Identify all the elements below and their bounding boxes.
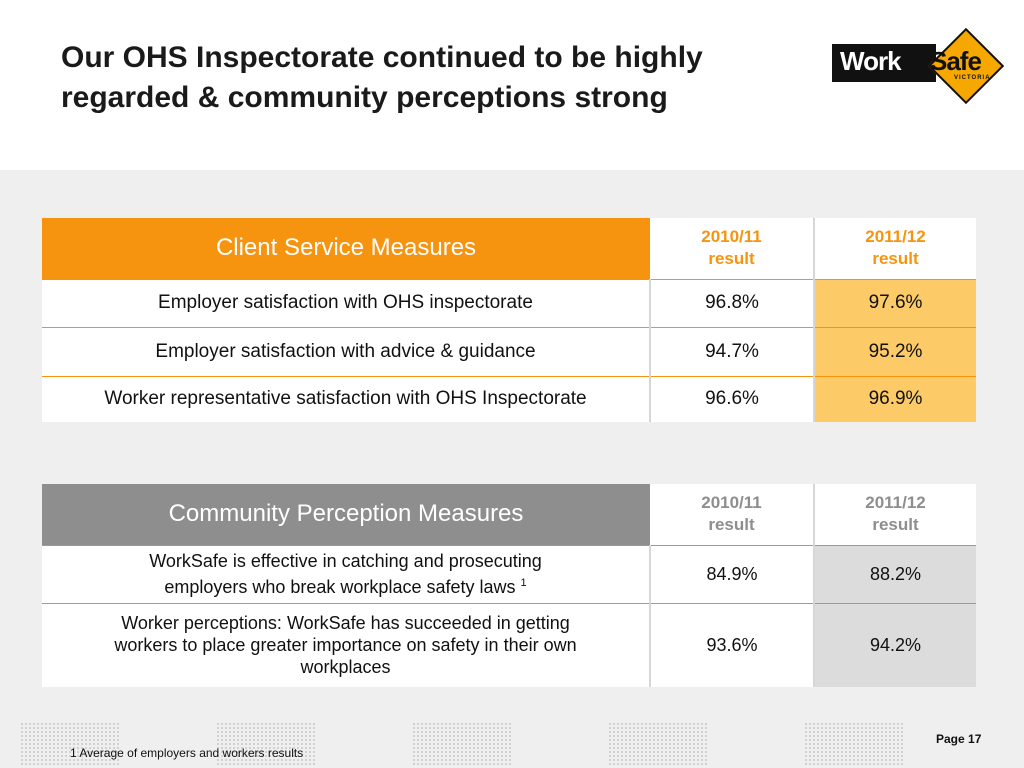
decorative-dots — [20, 722, 120, 766]
row-label: Worker representative satisfaction with … — [42, 375, 650, 422]
table-row: WorkSafe is effective in catching and pr… — [42, 544, 976, 603]
client-service-table: Client Service Measures 2010/11 result 2… — [42, 218, 976, 422]
slide-title: Our OHS Inspectorate continued to be hig… — [61, 38, 821, 118]
row-label: WorkSafe is effective in catching and pr… — [42, 544, 650, 603]
worksafe-logo: Work Safe VICTORIA — [830, 28, 1000, 100]
row-label: Employer satisfaction with OHS inspector… — [42, 278, 650, 327]
value-2011: 96.9% — [813, 375, 976, 422]
value-2011: 94.2% — [813, 602, 976, 687]
value-2010: 96.6% — [649, 375, 814, 422]
community-col-2010-header: 2010/11 result — [650, 484, 814, 545]
value-2010: 84.9% — [649, 544, 814, 603]
decorative-dots — [412, 722, 512, 766]
value-2010: 96.8% — [649, 278, 814, 327]
community-table-header: Community Perception Measures — [42, 484, 650, 545]
footnote: 1 Average of employers and workers resul… — [70, 746, 304, 760]
client-col-2010-header: 2010/11 result — [650, 218, 814, 279]
client-col-2011-header: 2011/12 result — [813, 218, 976, 279]
table-row: Worker representative satisfaction with … — [42, 375, 976, 422]
value-2011: 88.2% — [813, 544, 976, 603]
decorative-dots — [804, 722, 904, 766]
table-row: Employer satisfaction with OHS inspector… — [42, 278, 976, 327]
title-line-1: Our OHS Inspectorate continued to be hig… — [61, 41, 703, 74]
title-line-2: regarded & community perceptions strong — [61, 81, 668, 114]
logo-text-safe: Safe — [930, 46, 982, 76]
value-2011: 95.2% — [813, 326, 976, 376]
footnote-ref: 1 — [520, 577, 527, 589]
table-row: Employer satisfaction with advice & guid… — [42, 326, 976, 376]
value-2010: 93.6% — [649, 602, 814, 687]
value-2011: 97.6% — [813, 278, 976, 327]
row-label: Worker perceptions: WorkSafe has succeed… — [42, 602, 650, 687]
logo-text-work: Work — [840, 46, 902, 76]
community-perception-table: Community Perception Measures 2010/11 re… — [42, 484, 976, 687]
client-table-header: Client Service Measures — [42, 218, 650, 279]
row-label: Employer satisfaction with advice & guid… — [42, 326, 650, 376]
logo-text-region: VICTORIA — [954, 75, 991, 81]
table-row: Worker perceptions: WorkSafe has succeed… — [42, 602, 976, 687]
slide-header — [0, 0, 1024, 170]
page-number: Page 17 — [936, 732, 982, 746]
decorative-dots — [608, 722, 708, 766]
value-2010: 94.7% — [649, 326, 814, 376]
community-col-2011-header: 2011/12 result — [813, 484, 976, 545]
decorative-dots — [216, 722, 316, 766]
